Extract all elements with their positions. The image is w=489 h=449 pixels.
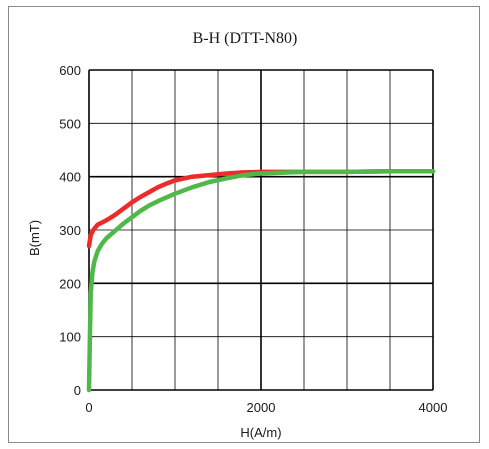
x-tick-label: 2000 xyxy=(247,400,276,415)
x-axis-label: H(A/m) xyxy=(240,425,281,440)
y-tick-label: 200 xyxy=(59,276,81,291)
y-axis-label: B(mT) xyxy=(27,220,42,256)
chart-svg: 0 100 200 300 400 500 600 0 2000 4000 B-H (DTT-N8… xyxy=(27,30,447,440)
y-tick-label: 500 xyxy=(59,116,81,131)
y-tick-label: 100 xyxy=(59,330,81,345)
grid-lines xyxy=(88,69,434,391)
tick-labels: 0 100 200 300 400 500 600 0 2000 4000 xyxy=(59,63,447,415)
series-line-2 xyxy=(86,169,436,393)
y-tick-label: 300 xyxy=(59,223,81,238)
chart-frame: 0 100 200 300 400 500 600 0 2000 4000 B-H (DTT-N8… xyxy=(8,6,480,443)
x-tick-label: 4000 xyxy=(419,400,448,415)
series-layer xyxy=(86,169,436,393)
x-tick-label: 0 xyxy=(85,400,92,415)
chart-title: B-H (DTT-N80) xyxy=(193,30,298,47)
y-tick-label: 0 xyxy=(74,383,81,398)
y-tick-label: 400 xyxy=(59,170,81,185)
y-tick-label: 600 xyxy=(59,63,81,78)
